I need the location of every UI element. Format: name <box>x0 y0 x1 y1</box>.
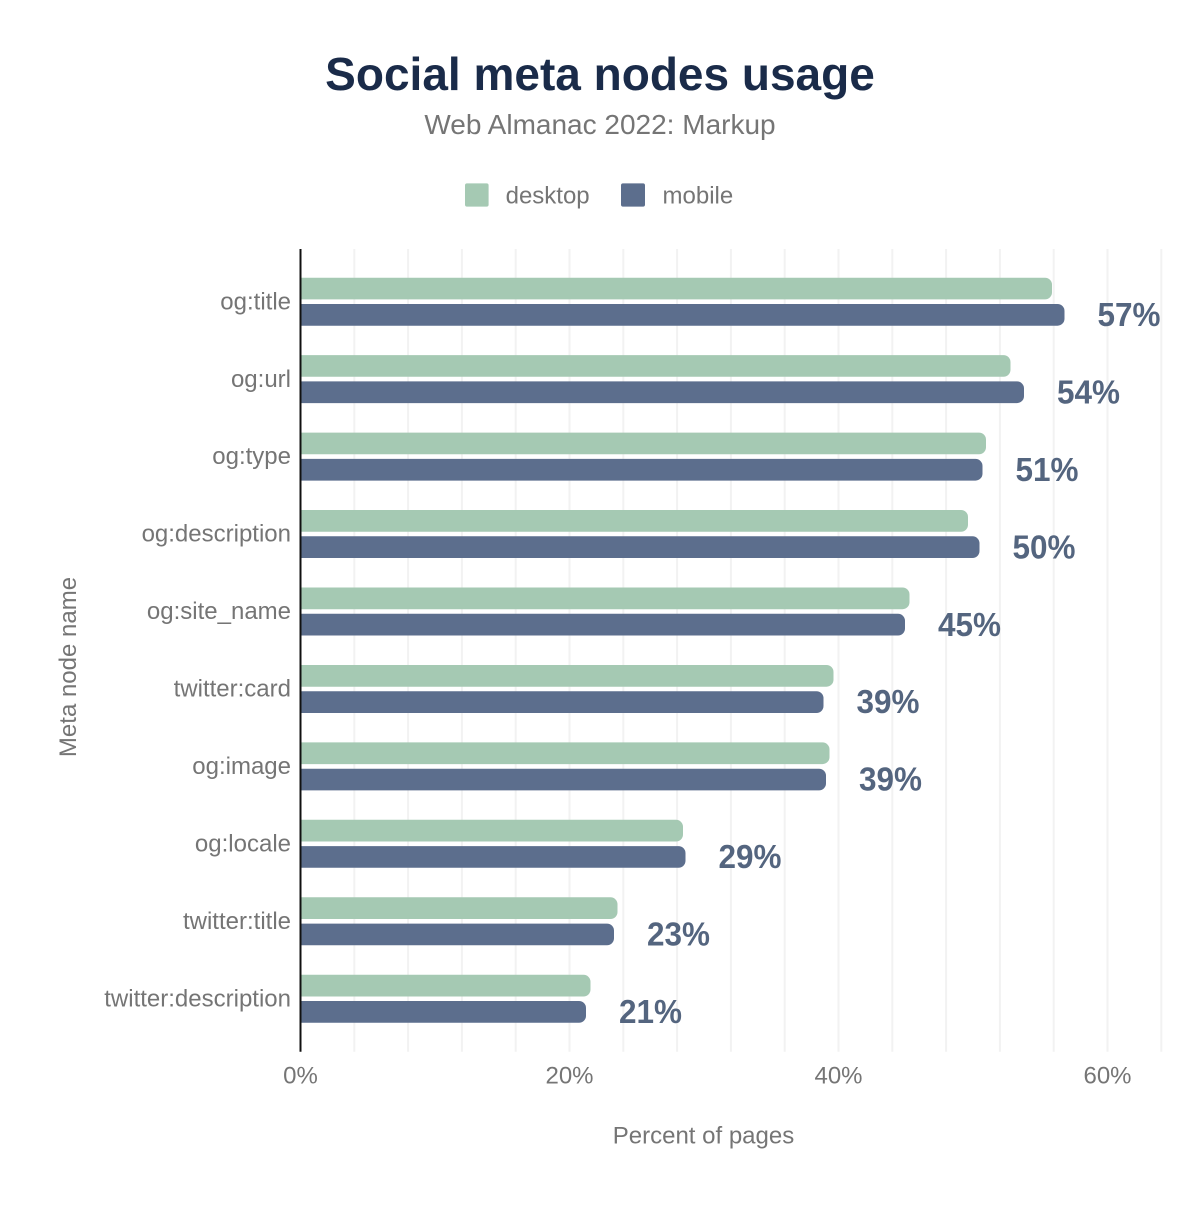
svg-text:50%: 50% <box>1013 528 1076 565</box>
svg-text:desktop: desktop <box>506 183 590 210</box>
svg-text:twitter:title: twitter:title <box>183 908 291 935</box>
svg-text:twitter:card: twitter:card <box>174 676 291 703</box>
svg-text:og:description: og:description <box>142 521 291 548</box>
svg-text:45%: 45% <box>938 606 1001 643</box>
svg-text:Web Almanac 2022: Markup: Web Almanac 2022: Markup <box>424 109 775 140</box>
svg-text:20%: 20% <box>545 1062 593 1089</box>
svg-text:60%: 60% <box>1083 1062 1131 1089</box>
svg-text:Meta node name: Meta node name <box>55 577 82 757</box>
svg-text:og:url: og:url <box>231 366 291 393</box>
svg-text:51%: 51% <box>1016 451 1079 488</box>
svg-text:mobile: mobile <box>663 183 734 210</box>
svg-text:0%: 0% <box>283 1062 318 1089</box>
svg-text:Percent of pages: Percent of pages <box>613 1123 794 1150</box>
svg-text:og:type: og:type <box>212 443 291 470</box>
svg-text:57%: 57% <box>1098 296 1161 333</box>
svg-text:og:image: og:image <box>192 753 291 780</box>
svg-text:og:locale: og:locale <box>195 830 291 857</box>
svg-text:39%: 39% <box>857 683 920 720</box>
svg-text:54%: 54% <box>1057 373 1120 410</box>
svg-text:twitter:description: twitter:description <box>104 985 291 1012</box>
svg-text:og:title: og:title <box>220 288 291 315</box>
svg-text:21%: 21% <box>619 993 682 1030</box>
svg-text:29%: 29% <box>719 838 782 875</box>
svg-text:40%: 40% <box>814 1062 862 1089</box>
svg-text:og:site_name: og:site_name <box>147 598 291 625</box>
svg-text:39%: 39% <box>859 761 922 798</box>
svg-text:Social meta nodes usage: Social meta nodes usage <box>325 48 875 100</box>
svg-text:23%: 23% <box>647 916 710 953</box>
